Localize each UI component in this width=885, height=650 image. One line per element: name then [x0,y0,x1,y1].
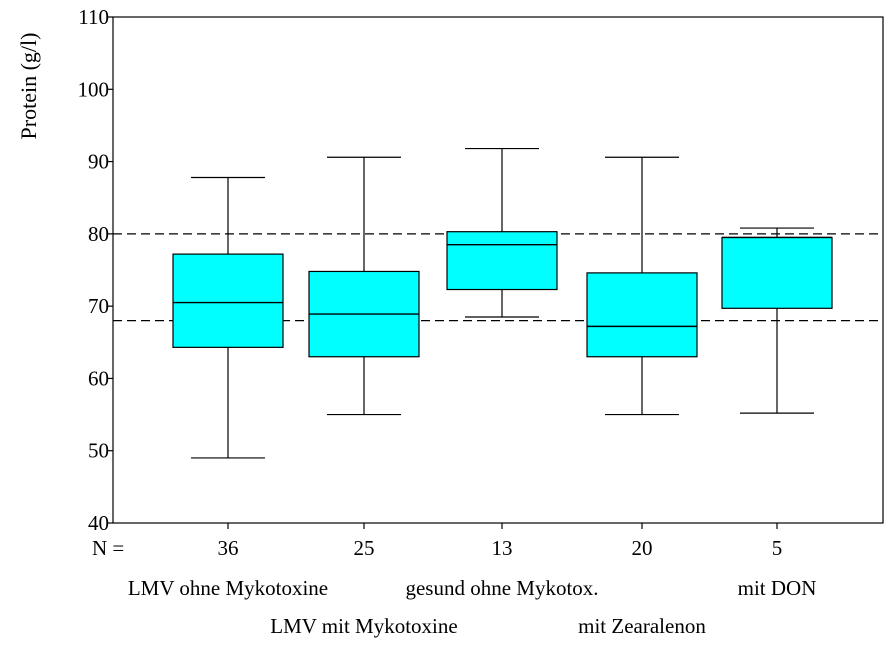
y-axis-title: Protein (g/l) [16,33,41,140]
y-tick-label-7: 110 [78,5,109,29]
y-tick-label-5: 90 [88,150,109,174]
iqr-box-3 [586,272,698,358]
box-1 [308,156,420,416]
category-label-0: LMV ohne Mykotoxine [128,576,328,600]
plot-frame [112,16,884,524]
category-label-2: gesund ohne Mykotox. [405,576,598,600]
iqr-box-4 [721,236,833,309]
y-tick-label-1: 50 [88,439,109,463]
box-4 [721,227,833,414]
n-count-2: 13 [492,536,513,560]
n-count-3: 20 [632,536,653,560]
n-count-4: 5 [772,536,783,560]
y-tick-label-6: 100 [78,77,110,101]
box-0 [172,176,284,459]
category-label-3: mit Zearalenon [578,614,706,638]
y-tick-label-4: 80 [88,222,109,246]
y-tick-label-0: 40 [88,511,109,535]
y-axis: 40 50 60 70 80 90 100 110 [78,5,113,535]
category-label-4: mit DON [738,576,817,600]
y-tick-label-2: 60 [88,366,109,390]
y-tick-label-3: 70 [88,294,109,318]
category-label-1: LMV mit Mykotoxine [270,614,457,638]
n-count-0: 36 [218,536,239,560]
n-count-1: 25 [354,536,375,560]
box-series [172,147,833,459]
n-label: N = [92,536,124,560]
x-axis: 36 LMV ohne Mykotoxine 25 LMV mit Mykotoxin… [128,523,817,638]
box-3 [586,156,698,416]
iqr-box-2 [446,231,558,291]
box-2 [446,147,558,318]
iqr-box-0 [172,253,284,348]
plot-border [112,16,884,524]
